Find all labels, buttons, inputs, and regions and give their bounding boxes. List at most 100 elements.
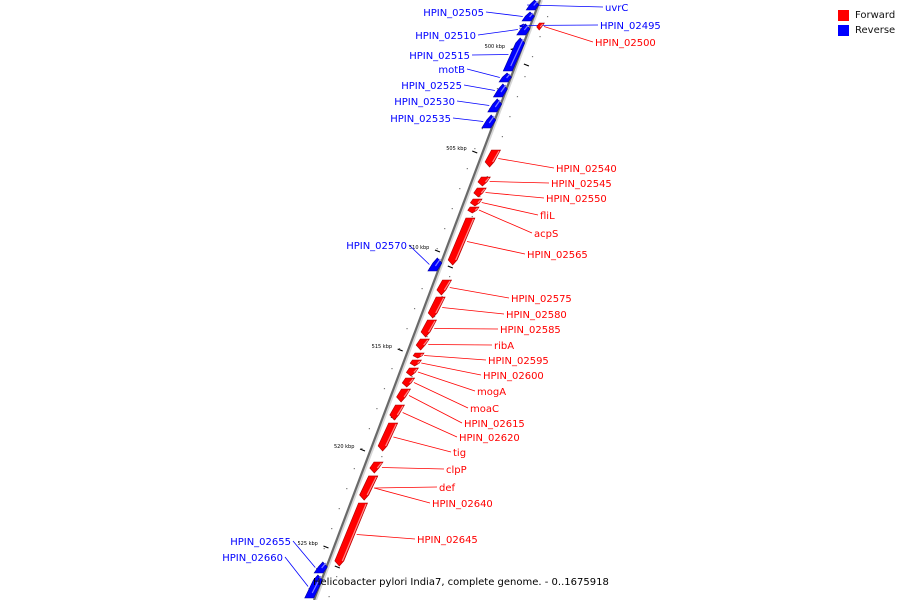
feature-label-hpin-02500[interactable]: HPIN_02500 xyxy=(595,38,656,49)
feature-label-hpin-02540[interactable]: HPIN_02540 xyxy=(556,164,617,175)
feature-label-hpin-02565[interactable]: HPIN_02565 xyxy=(527,250,588,261)
minor-tick xyxy=(328,596,330,598)
leader-hpin-02495 xyxy=(519,24,599,26)
feature-label-hpin-02545[interactable]: HPIN_02545 xyxy=(551,179,612,190)
feature-label-hpin-02575[interactable]: HPIN_02575 xyxy=(511,294,572,305)
minor-tick xyxy=(459,188,461,190)
legend-forward-label: Forward xyxy=(855,10,896,21)
leader-hpin-02530 xyxy=(456,100,490,106)
feature-label-hpin-02615[interactable]: HPIN_02615 xyxy=(464,419,525,430)
minor-tick xyxy=(479,196,481,198)
gene-highlight xyxy=(428,320,436,333)
feature-label-hpin-02570[interactable]: HPIN_02570 xyxy=(346,241,407,252)
minor-tick xyxy=(411,376,413,378)
tick-label: 515 kbp xyxy=(372,344,392,350)
leader-hpin-02500 xyxy=(543,26,594,43)
minor-tick xyxy=(376,408,378,410)
gene-highlight xyxy=(396,405,404,416)
leader-moac xyxy=(413,382,469,409)
minor-tick xyxy=(406,328,408,330)
minor-tick xyxy=(323,548,325,550)
tick-mark xyxy=(397,348,403,352)
gene-highlight xyxy=(477,199,481,204)
label-layer: uvrC HPIN_02505 HPIN_02495 HPIN_02500 HPIN_0… xyxy=(222,3,661,564)
gene-highlight xyxy=(376,462,382,469)
legend: Forward Reverse xyxy=(838,8,895,38)
leader-hpin-02535 xyxy=(452,117,484,122)
leader-motb xyxy=(466,68,500,78)
feature-label-hpin-02585[interactable]: HPIN_02585 xyxy=(500,325,561,336)
gene-highlight xyxy=(403,389,410,398)
legend-reverse[interactable]: Reverse xyxy=(838,23,895,38)
minor-tick xyxy=(436,248,438,250)
feature-label-hpin-02660[interactable]: HPIN_02660 xyxy=(222,553,283,564)
feature-label-hpin-02655[interactable]: HPIN_02655 xyxy=(230,537,291,548)
minor-tick xyxy=(449,276,451,278)
tick-mark xyxy=(523,63,530,67)
tick-mark xyxy=(334,565,341,569)
tick-mark xyxy=(472,150,478,154)
gene-hpin-02595[interactable] xyxy=(412,352,425,359)
feature-label-hpin-02505[interactable]: HPIN_02505 xyxy=(423,8,484,19)
feature-label-uvrc[interactable]: uvrC xyxy=(605,3,628,14)
legend-forward[interactable]: Forward xyxy=(838,8,895,23)
minor-tick xyxy=(516,96,519,98)
minor-tick xyxy=(474,148,476,150)
feature-label-hpin-02530[interactable]: HPIN_02530 xyxy=(394,97,455,108)
feature-label-hpin-02525[interactable]: HPIN_02525 xyxy=(401,81,462,92)
gene-highlight xyxy=(455,218,474,261)
feature-label-riba[interactable]: ribA xyxy=(494,341,514,352)
minor-tick xyxy=(346,488,348,490)
feature-label-hpin-02510[interactable]: HPIN_02510 xyxy=(415,31,476,42)
feature-label-tig[interactable]: tig xyxy=(453,448,466,459)
gene-highlight xyxy=(484,177,490,183)
feature-label-hpin-02580[interactable]: HPIN_02580 xyxy=(506,310,567,321)
tick-label: 505 kbp xyxy=(446,146,466,152)
gene-highlight xyxy=(529,12,534,18)
feature-label-flil[interactable]: fliL xyxy=(540,211,555,222)
feature-label-moga[interactable]: mogA xyxy=(477,387,506,398)
leader-hpin-02510 xyxy=(477,29,518,36)
minor-tick xyxy=(524,76,526,78)
feature-label-hpin-02595[interactable]: HPIN_02595 xyxy=(488,356,549,367)
tick-label: 525 kbp xyxy=(297,541,317,547)
gene-highlight xyxy=(417,360,421,364)
minor-tick xyxy=(509,116,511,118)
gene-highlight xyxy=(409,378,414,384)
feature-label-hpin-02550[interactable]: HPIN_02550 xyxy=(546,194,607,205)
feature-label-acps[interactable]: acpS xyxy=(534,229,558,240)
minor-tick xyxy=(368,428,370,430)
minor-tick xyxy=(466,168,468,170)
feature-label-hpin-02620[interactable]: HPIN_02620 xyxy=(459,433,520,444)
leader-hpin-02660 xyxy=(284,556,309,587)
minor-tick xyxy=(426,336,428,338)
gene-highlight xyxy=(443,280,451,291)
gene-highlight xyxy=(480,188,486,194)
feature-label-def[interactable]: def xyxy=(439,483,456,494)
minor-tick xyxy=(398,348,401,350)
tick-layer: 500 kbp 505 kbp 510 kbp 515 kbp 520 kbp 525 k… xyxy=(297,8,549,598)
leader-tig xyxy=(393,436,452,453)
gene-highlight xyxy=(474,207,478,211)
feature-label-hpin-02515[interactable]: HPIN_02515 xyxy=(409,51,470,62)
gene-highlight xyxy=(434,258,441,267)
feature-label-clpp[interactable]: clpP xyxy=(446,465,467,476)
leader-uvrc xyxy=(527,4,604,8)
feature-label-hpin-02645[interactable]: HPIN_02645 xyxy=(417,535,478,546)
minor-tick xyxy=(336,576,338,578)
gene-highlight xyxy=(494,99,501,108)
legend-reverse-label: Reverse xyxy=(855,25,896,36)
minor-tick xyxy=(413,308,416,310)
minor-tick xyxy=(546,16,549,18)
feature-label-motb[interactable]: motB xyxy=(438,65,465,76)
minor-tick xyxy=(444,228,446,230)
feature-label-hpin-02535[interactable]: HPIN_02535 xyxy=(390,114,451,125)
feature-label-hpin-02600[interactable]: HPIN_02600 xyxy=(483,371,544,382)
feature-label-hpin-02495[interactable]: HPIN_02495 xyxy=(600,21,661,32)
feature-label-moac[interactable]: moaC xyxy=(470,404,499,415)
gene-highlight xyxy=(385,423,397,447)
feature-label-hpin-02640[interactable]: HPIN_02640 xyxy=(432,499,493,510)
gene-highlight xyxy=(321,562,327,569)
